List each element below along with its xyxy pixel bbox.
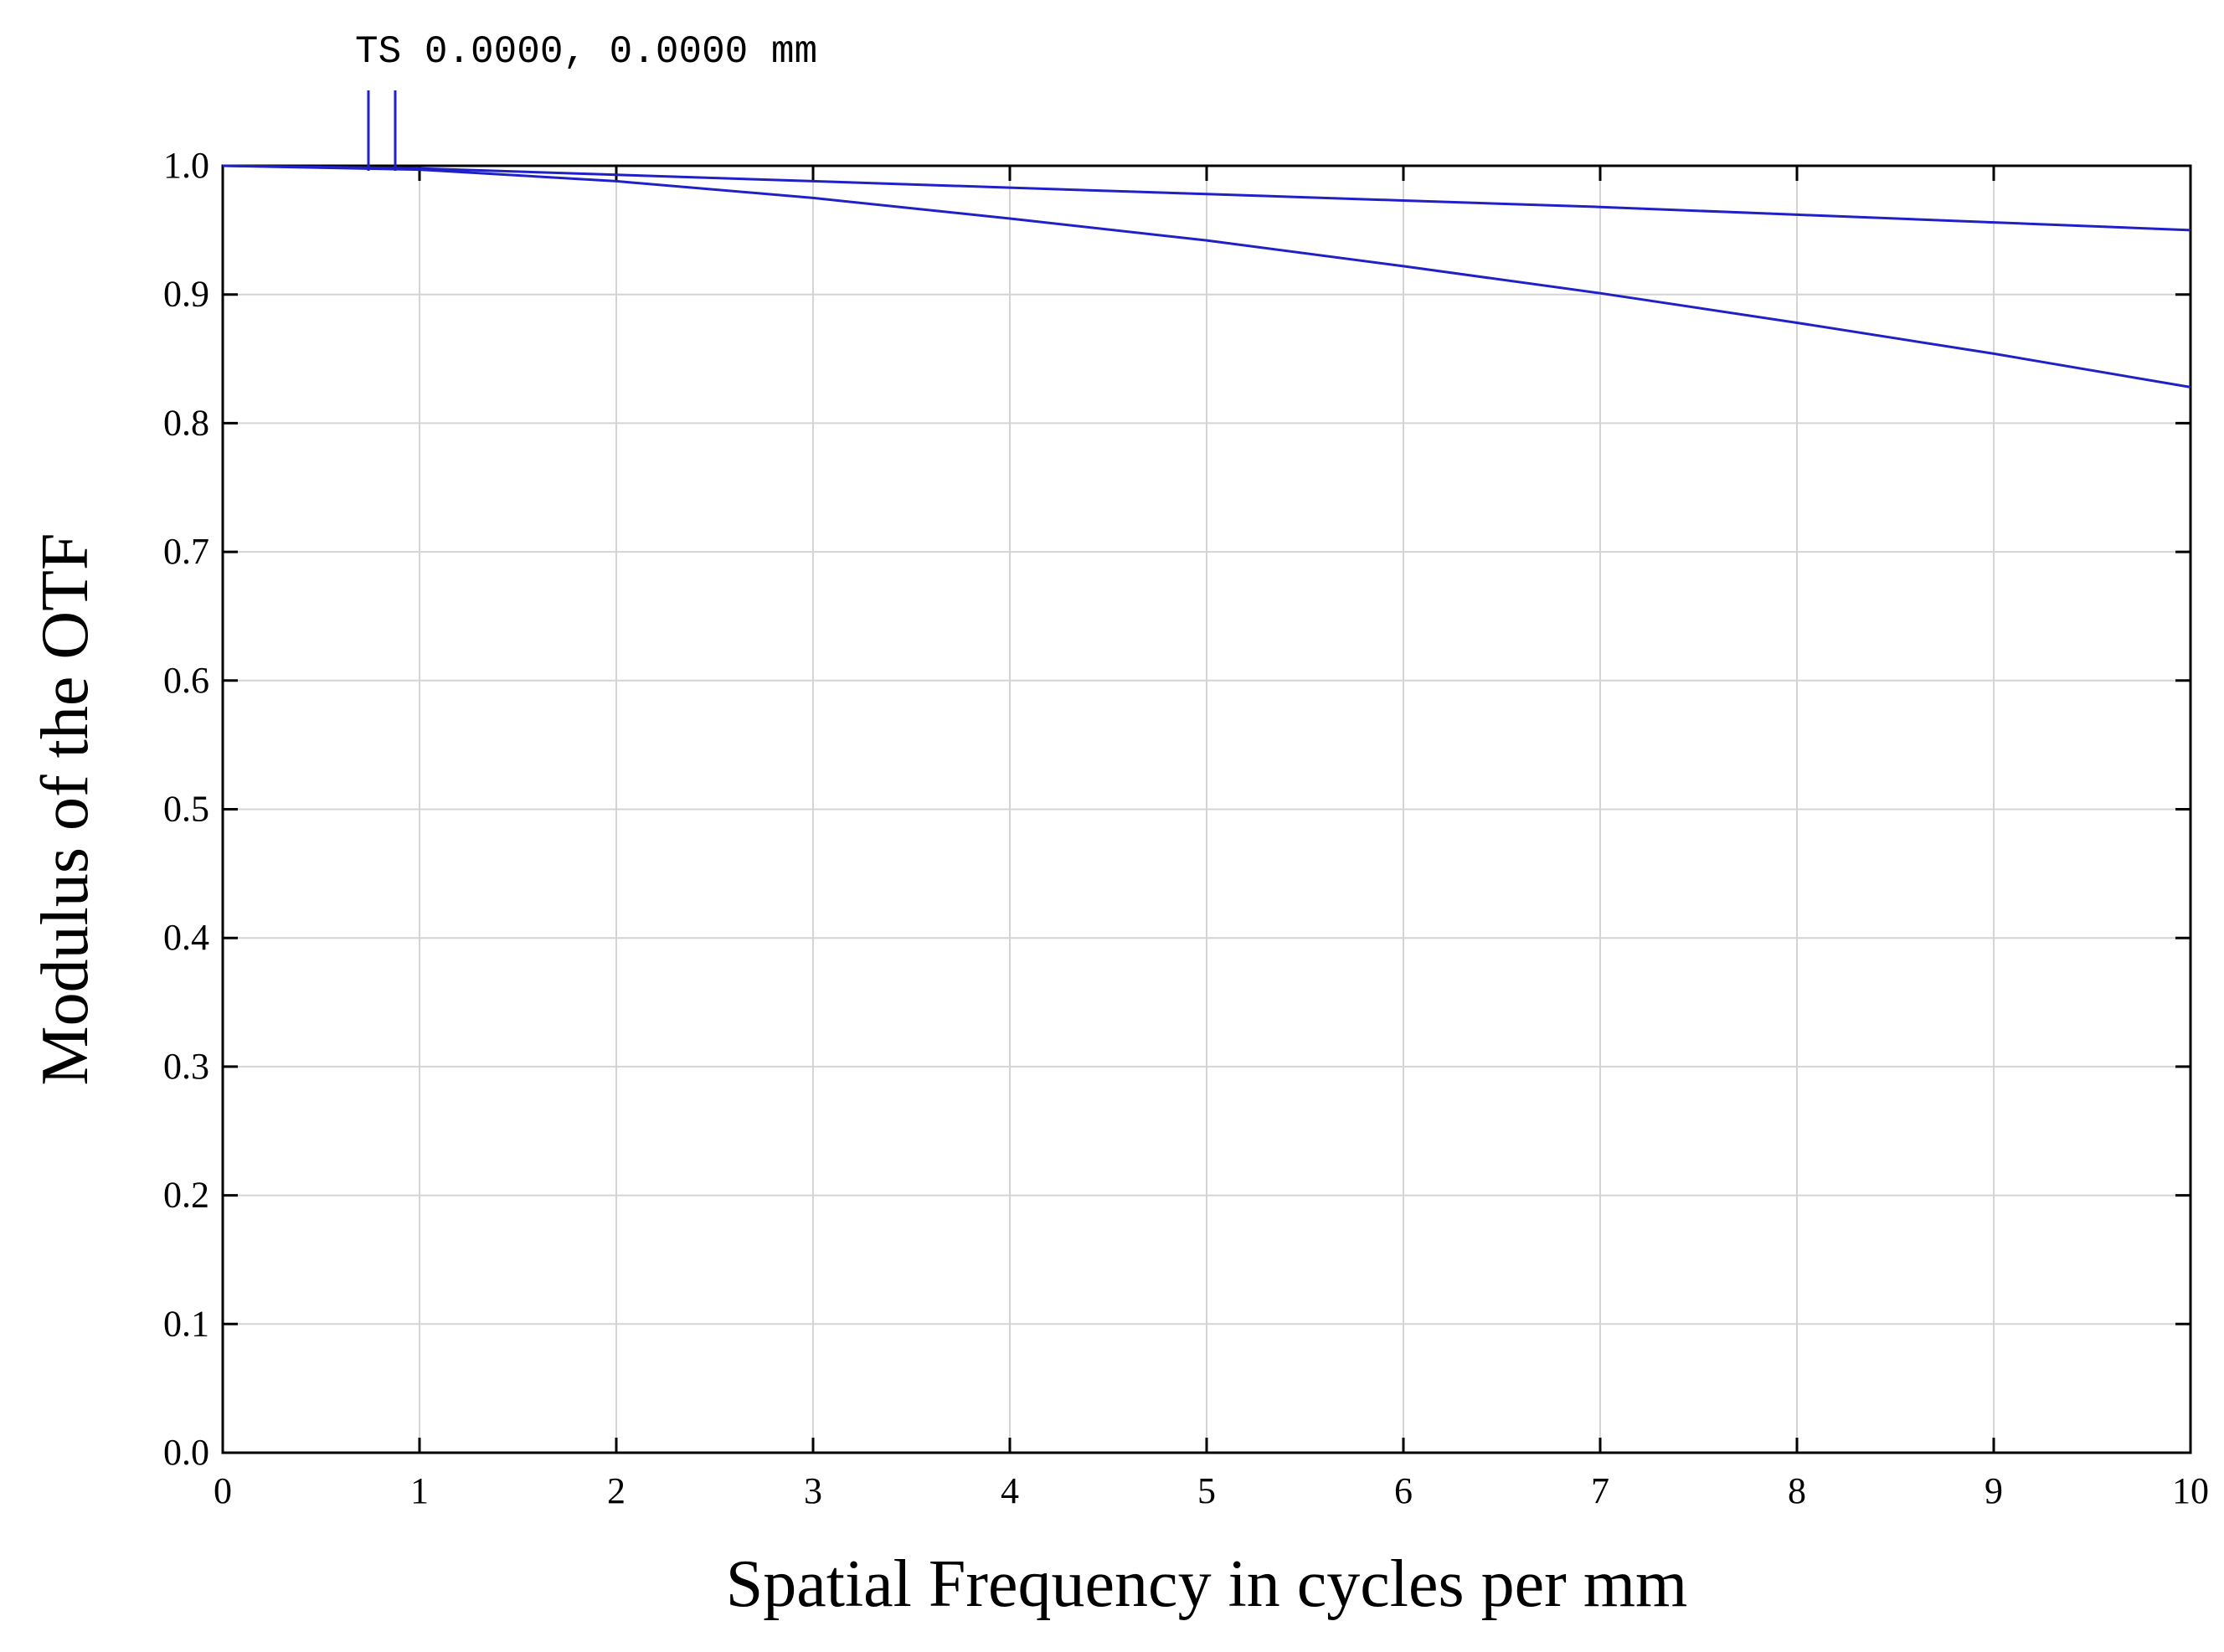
x-tick-label: 0 xyxy=(214,1470,232,1511)
x-tick-label: 8 xyxy=(1788,1470,1806,1511)
y-tick-label: 0.2 xyxy=(163,1175,209,1216)
y-tick-label: 0.0 xyxy=(163,1432,209,1473)
y-tick-label: 0.5 xyxy=(163,789,209,830)
x-tick-label: 9 xyxy=(1985,1470,2003,1511)
y-tick-label: 0.7 xyxy=(163,531,209,572)
y-tick-labels: 0.0 0.1 0.2 0.3 0.4 0.5 0.6 0.7 0.8 0.9 1.0 xyxy=(163,145,209,1473)
y-tick-label: 0.4 xyxy=(163,917,209,958)
axis-ticks xyxy=(221,164,2192,1454)
y-tick-label: 0.3 xyxy=(163,1046,209,1087)
legend-label: TS 0.0000, 0.0000 mm xyxy=(355,30,817,74)
y-tick-label: 0.6 xyxy=(163,660,209,701)
y-tick-label: 0.1 xyxy=(163,1303,209,1344)
x-tick-label: 2 xyxy=(607,1470,626,1511)
x-tick-label: 6 xyxy=(1394,1470,1413,1511)
series-lines xyxy=(222,164,2191,389)
x-axis-title: Spatial Frequency in cycles per mm xyxy=(726,1547,1688,1621)
x-tick-label: 5 xyxy=(1197,1470,1216,1511)
x-tick-labels: 0 1 2 3 4 5 6 7 8 9 10 xyxy=(214,1470,2209,1511)
y-tick-label: 0.8 xyxy=(163,402,209,443)
series-line-s xyxy=(222,164,2191,389)
x-tick-label: 4 xyxy=(1001,1470,1019,1511)
series-line-t xyxy=(222,164,2191,232)
x-tick-label: 10 xyxy=(2172,1470,2209,1511)
y-axis-title: Modulus of the OTF xyxy=(28,533,102,1086)
x-tick-label: 1 xyxy=(410,1470,429,1511)
x-tick-label: 7 xyxy=(1591,1470,1609,1511)
x-tick-label: 3 xyxy=(804,1470,822,1511)
legend: TS 0.0000, 0.0000 mm xyxy=(355,30,817,171)
y-tick-label: 1.0 xyxy=(163,145,209,186)
y-tick-label: 0.9 xyxy=(163,274,209,315)
grid xyxy=(223,166,2191,1453)
